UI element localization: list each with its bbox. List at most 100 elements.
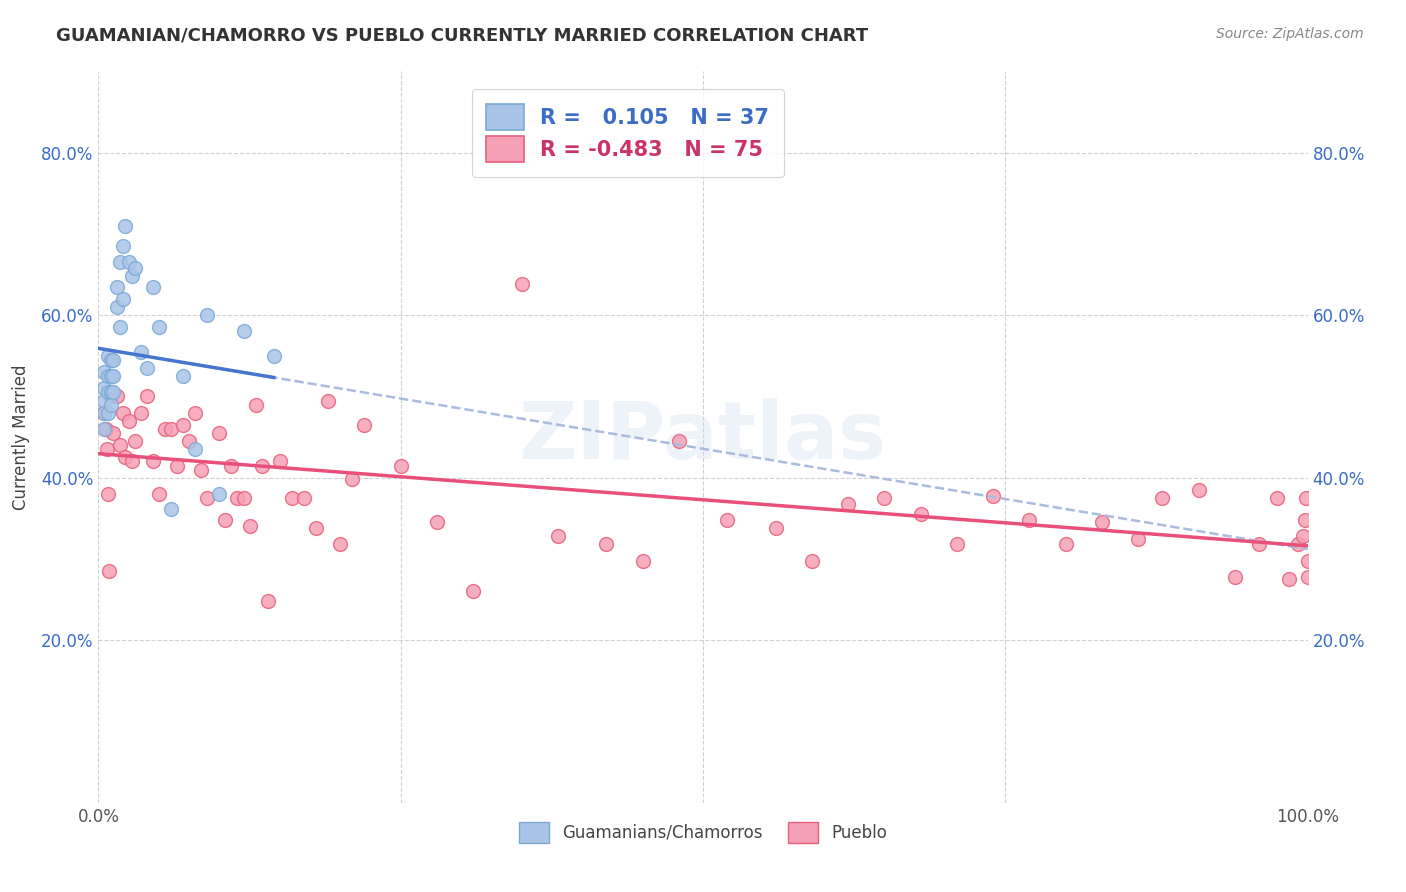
Point [389, 458, 412, 473]
Point [510, 277, 533, 292]
Point [93, 406, 115, 420]
Point [595, 537, 617, 551]
Point [111, 292, 134, 306]
Point [118, 414, 141, 428]
Point [426, 516, 449, 530]
Point [142, 279, 165, 293]
Point [1295, 491, 1317, 505]
Point [121, 269, 143, 284]
Point [668, 434, 690, 449]
Text: GUAMANIAN/CHAMORRO VS PUEBLO CURRENTLY MARRIED CORRELATION CHART: GUAMANIAN/CHAMORRO VS PUEBLO CURRENTLY M… [56, 27, 869, 45]
Point [184, 406, 207, 420]
Point [1091, 516, 1114, 530]
Point [184, 442, 207, 457]
Point [97, 406, 120, 420]
Point [208, 425, 231, 440]
Point [716, 513, 738, 527]
Point [111, 239, 134, 253]
Point [100, 385, 122, 400]
Point [160, 422, 183, 436]
Point [108, 255, 131, 269]
Point [1223, 570, 1246, 584]
Point [166, 458, 188, 473]
Point [281, 491, 304, 505]
Point [108, 438, 131, 452]
Point [981, 489, 1004, 503]
Point [214, 513, 236, 527]
Point [105, 300, 128, 314]
Point [100, 352, 122, 367]
Point [232, 491, 254, 505]
Point [1267, 491, 1289, 505]
Point [114, 450, 136, 465]
Point [250, 458, 273, 473]
Point [226, 491, 249, 505]
Point [1296, 553, 1319, 567]
Point [97, 487, 120, 501]
Point [1152, 491, 1174, 505]
Point [172, 369, 194, 384]
Point [269, 454, 291, 468]
Point [765, 521, 787, 535]
Point [873, 491, 896, 505]
Point [97, 385, 120, 400]
Point [232, 325, 254, 339]
Point [124, 434, 146, 449]
Point [97, 369, 120, 384]
Point [245, 398, 267, 412]
Point [114, 219, 136, 233]
Point [179, 434, 201, 449]
Point [1128, 532, 1150, 546]
Point [100, 389, 122, 403]
Point [256, 594, 278, 608]
Point [101, 369, 124, 384]
Point [153, 422, 176, 436]
Point [239, 519, 262, 533]
Point [101, 352, 124, 367]
Point [195, 491, 218, 505]
Point [148, 487, 170, 501]
Point [93, 422, 115, 436]
Point [121, 454, 143, 468]
Point [105, 389, 128, 403]
Point [97, 349, 120, 363]
Point [221, 458, 243, 473]
Point [547, 529, 569, 543]
Point [172, 417, 194, 432]
Point [101, 425, 124, 440]
Point [208, 487, 231, 501]
Point [118, 255, 141, 269]
Point [1249, 537, 1271, 551]
Point [98, 564, 121, 578]
Point [135, 361, 157, 376]
Point [1286, 537, 1309, 551]
Point [342, 472, 364, 486]
Point [305, 521, 328, 535]
Point [1296, 570, 1319, 584]
Point [160, 501, 183, 516]
Point [292, 491, 315, 505]
Point [631, 553, 654, 567]
Point [1018, 513, 1040, 527]
Point [148, 320, 170, 334]
Point [910, 508, 932, 522]
Point [263, 349, 285, 363]
Text: ZIPatlas: ZIPatlas [519, 398, 887, 476]
Y-axis label: Currently Married: Currently Married [11, 364, 30, 510]
Text: Source: ZipAtlas.com: Source: ZipAtlas.com [1216, 27, 1364, 41]
Point [129, 406, 152, 420]
Point [93, 393, 115, 408]
Point [93, 365, 115, 379]
Point [1292, 529, 1315, 543]
Point [111, 406, 134, 420]
Point [101, 385, 124, 400]
Point [1278, 572, 1301, 586]
Point [124, 260, 146, 275]
Point [94, 422, 117, 436]
Point [329, 537, 352, 551]
Point [190, 462, 212, 476]
Point [93, 381, 115, 395]
Point [1188, 483, 1211, 497]
Point [96, 442, 118, 457]
Point [353, 417, 375, 432]
